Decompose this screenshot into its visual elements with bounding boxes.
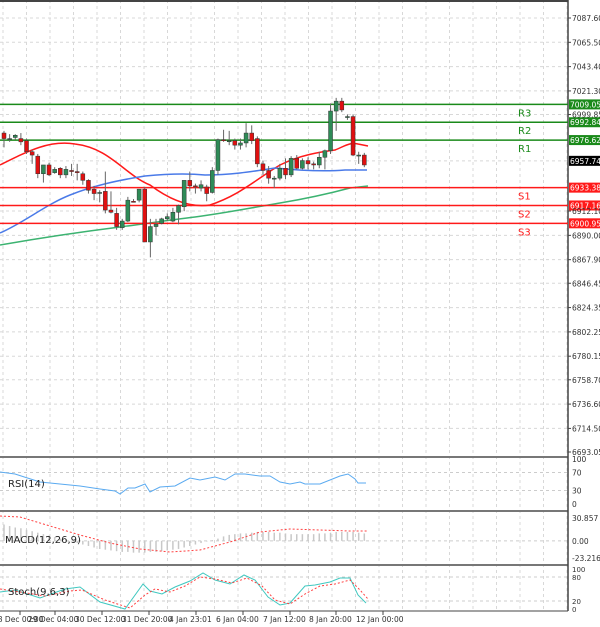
svg-text:6 Jan 04:00: 6 Jan 04:00 [216,615,259,624]
svg-text:100: 100 [572,566,585,574]
svg-text:6824.35: 6824.35 [572,304,600,313]
svg-text:6758.70: 6758.70 [572,376,600,385]
candlesticks [1,97,367,258]
svg-text:100: 100 [572,455,587,464]
svg-text:7065.50: 7065.50 [572,38,600,47]
svg-text:6867.90: 6867.90 [572,256,600,265]
support-resistance-levels: R3 7009.05 R2 6992.84 R1 6976.62 S1 6933.38 S2 69… [0,99,600,238]
svg-text:70: 70 [572,469,582,478]
svg-text:RSI(14): RSI(14) [8,479,45,490]
svg-text:-23.216: -23.216 [572,554,600,563]
svg-text:6802.25: 6802.25 [572,328,600,337]
svg-text:6890.00: 6890.00 [572,231,600,240]
svg-text:28 Dec 00:00: 28 Dec 00:00 [0,615,44,624]
svg-text:31 Dec 20:00: 31 Dec 20:00 [122,615,173,624]
svg-text:7 Jan 12:00: 7 Jan 12:00 [263,615,306,624]
svg-text:6780.15: 6780.15 [572,352,600,361]
svg-text:30: 30 [572,487,582,496]
svg-text:S2: S2 [518,209,531,220]
svg-text:6912.10: 6912.10 [572,207,600,216]
svg-text:6917.16: 6917.16 [570,201,600,210]
svg-text:20: 20 [572,598,581,606]
svg-text:R2: R2 [518,126,531,137]
svg-text:6933.38: 6933.38 [570,184,600,193]
svg-text:6999.85: 6999.85 [572,111,600,120]
price-axis: 7087.60 7065.50 7043.40 7021.30 6999.85 6912.… [568,14,600,457]
svg-text:6693.05: 6693.05 [572,448,600,457]
svg-text:30.857: 30.857 [572,514,598,523]
svg-text:4 Jan 23:01: 4 Jan 23:01 [169,615,212,624]
macd-panel: MACD(12,26,9) 30.857 0.00 -23.216 [0,514,600,563]
svg-text:7021.30: 7021.30 [572,87,600,96]
svg-text:6992.84: 6992.84 [570,118,600,127]
svg-text:12 Jan 00:00: 12 Jan 00:00 [356,615,404,624]
panel-borders [0,0,569,612]
svg-text:6714.50: 6714.50 [572,424,600,433]
svg-text:7009.05: 7009.05 [570,100,600,109]
grid [0,0,568,611]
svg-text:6736.60: 6736.60 [572,400,600,409]
svg-text:S3: S3 [518,227,531,238]
svg-text:Stoch(9,6,3): Stoch(9,6,3) [8,587,70,598]
svg-text:29 Dec 04:00: 29 Dec 04:00 [28,615,79,624]
rsi-panel: RSI(14) 100 70 30 0 [0,455,587,509]
svg-text:R3: R3 [518,108,531,119]
svg-text:S1: S1 [518,192,531,203]
svg-text:30 Dec 12:00: 30 Dec 12:00 [75,615,126,624]
svg-text:8 Jan 20:00: 8 Jan 20:00 [309,615,352,624]
svg-text:7043.40: 7043.40 [572,63,600,72]
svg-text:0: 0 [572,500,577,509]
svg-text:6976.62: 6976.62 [570,136,600,145]
svg-text:80: 80 [572,574,581,582]
svg-text:6957.74: 6957.74 [570,157,600,166]
svg-text:0.00: 0.00 [572,537,589,546]
svg-text:6900.95: 6900.95 [570,219,600,228]
svg-text:7087.60: 7087.60 [572,14,600,23]
svg-text:6846.45: 6846.45 [572,279,600,288]
svg-text:R1: R1 [518,144,531,155]
svg-text:MACD(12,26,9): MACD(12,26,9) [5,535,81,546]
svg-text:0: 0 [572,606,576,614]
